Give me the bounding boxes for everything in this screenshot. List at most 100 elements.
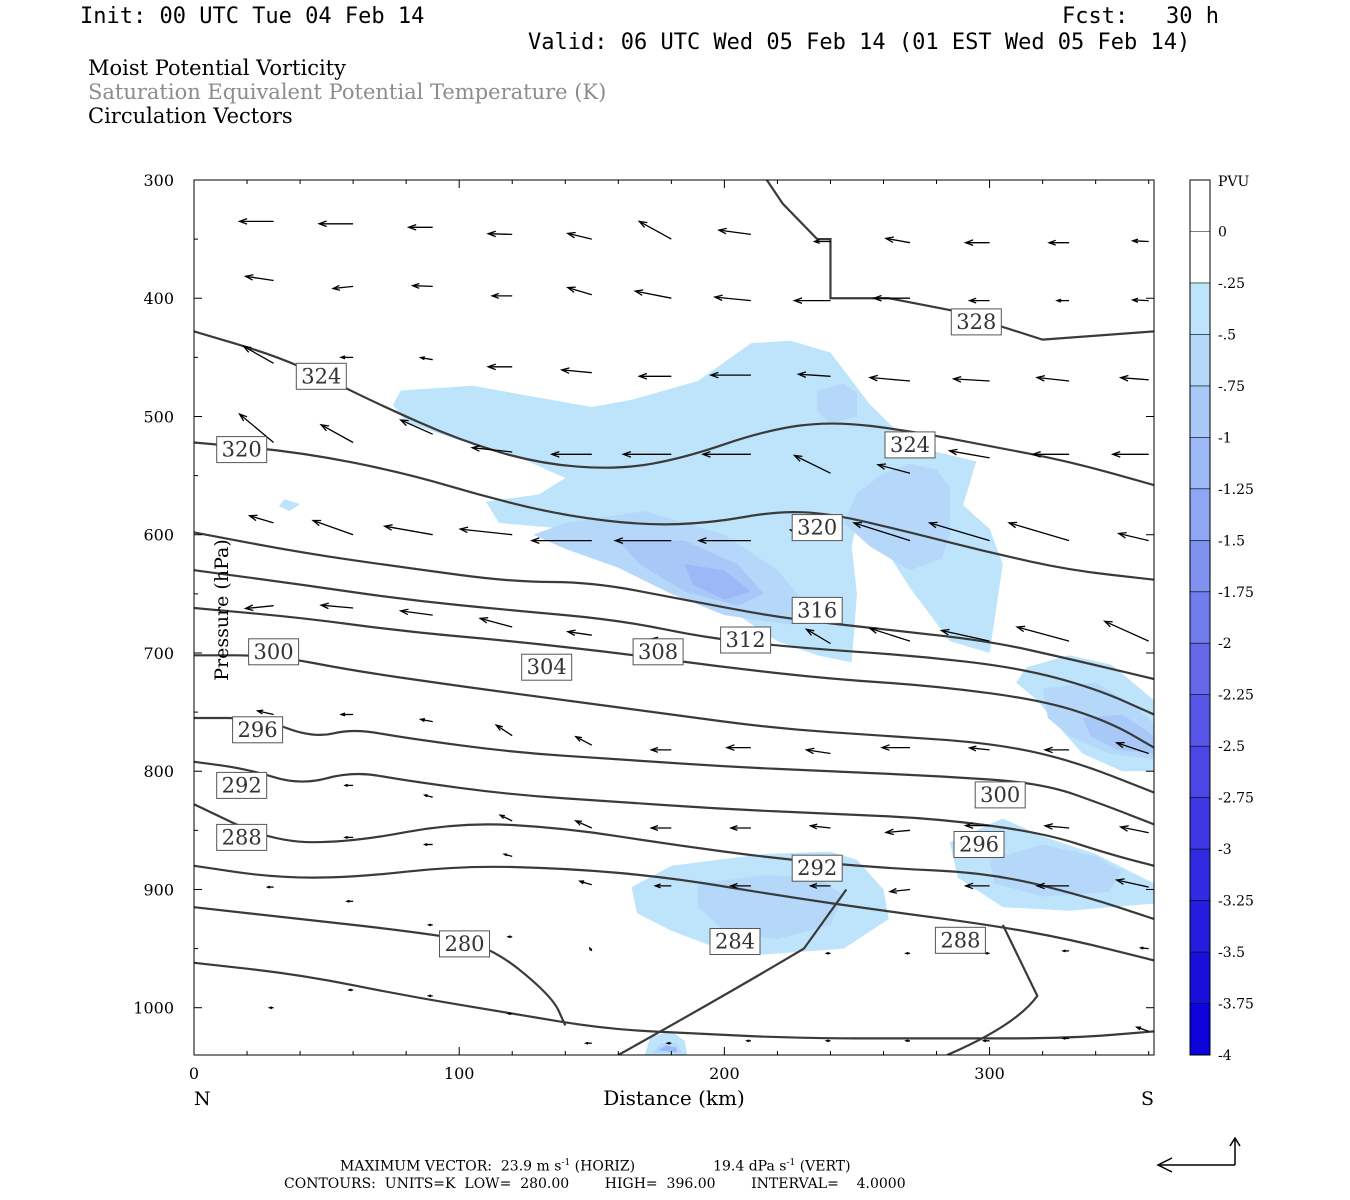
vector-head (382, 524, 393, 531)
contour-label-box (216, 436, 268, 464)
contour-label-text: 300 (980, 783, 1020, 807)
vector-shaft (1132, 240, 1149, 243)
x-axis-title: Distance (km) (603, 1086, 745, 1110)
contour-label-text: 288 (940, 928, 980, 952)
isentrope-line-328 (765, 180, 1154, 341)
vector-head (868, 374, 878, 382)
vector-head (884, 828, 894, 836)
circulation-vector-110 (506, 935, 513, 939)
vector-head (1043, 823, 1054, 830)
contour-label-text: 304 (527, 655, 567, 679)
contour-label-box (295, 362, 347, 390)
circulation-vector-108 (345, 899, 354, 903)
y-tick-label: 400 (143, 289, 174, 308)
vector-shaft (853, 522, 911, 542)
circulation-vector-54 (697, 537, 751, 545)
colorbar-label: -1.75 (1218, 585, 1254, 601)
circulation-vector-114 (983, 951, 990, 955)
vector-head (506, 1012, 511, 1016)
circulation-vector-122 (744, 1039, 751, 1043)
x-tick-label: 0 (189, 1064, 199, 1083)
vector-shaft (810, 825, 831, 829)
vector-head (792, 297, 803, 305)
isentrope-line-5 (194, 654, 1154, 794)
circulation-vector-80 (880, 744, 910, 751)
vector-shaft (472, 447, 513, 453)
vector-head (398, 608, 409, 616)
circulation-vector-68 (868, 627, 911, 642)
contour-label-box (632, 638, 684, 666)
vector-shaft (798, 373, 831, 377)
vector-head (506, 935, 511, 939)
vector-head (1114, 878, 1125, 885)
contour-label-17: 284 (709, 928, 761, 955)
vector-head (633, 289, 644, 296)
circulation-vector-89 (728, 824, 751, 832)
contour-label-box (216, 823, 268, 851)
vector-head (939, 628, 950, 636)
vector-head (478, 617, 489, 624)
vector-head (947, 448, 958, 456)
vector-head (1035, 882, 1045, 890)
vector-head (868, 627, 879, 634)
contour-label-text: 300 (254, 640, 294, 664)
vector-head (398, 419, 409, 427)
circulation-vector-17 (633, 289, 672, 299)
vector-head (728, 824, 738, 832)
circulation-vector-44 (876, 463, 911, 474)
vector-head (872, 294, 882, 302)
circulation-vector-29 (637, 372, 672, 380)
vector-shaft (794, 454, 831, 474)
vector-shaft (384, 525, 433, 536)
vector-head (1047, 239, 1056, 246)
isentrope-line-288 (946, 924, 1039, 1055)
circulation-vector-91 (884, 828, 911, 836)
vector-head (583, 1041, 589, 1045)
vector-shaft (929, 522, 990, 542)
circulation-vector-98 (502, 853, 513, 858)
field-title-pv: Moist Potential Vorticity (88, 56, 346, 80)
circulation-vector-78 (725, 744, 751, 751)
isentrope-line-2 (194, 531, 1154, 681)
vector-head (426, 994, 432, 998)
contour-label-box (232, 716, 284, 744)
vector-head (237, 217, 248, 225)
circulation-vector-73 (339, 712, 354, 717)
vector-head (577, 880, 585, 885)
vector-shaft (1120, 377, 1149, 381)
vector-shaft (1008, 522, 1070, 542)
colorbar-label: -2.5 (1218, 739, 1245, 755)
vector-shaft (969, 747, 990, 751)
circulation-vector-76 (574, 735, 593, 746)
circulation-vector-77 (649, 746, 672, 753)
vector-head (494, 724, 503, 731)
vector-head (1118, 374, 1129, 382)
colorbar-label: -2.25 (1218, 688, 1254, 704)
vector-head (588, 946, 593, 951)
forecast-hour: 30 h (1166, 4, 1219, 29)
colorbar-label: -.25 (1218, 276, 1245, 292)
x-end-south: S (1141, 1088, 1154, 1110)
vector-shaft (460, 528, 513, 536)
circulation-vector-43 (792, 454, 831, 474)
vector-head (963, 822, 974, 830)
vector-head (565, 231, 576, 239)
isentrope-line-10 (194, 906, 567, 1026)
circulation-vector-124 (904, 1039, 910, 1043)
circulation-vector-117 (347, 988, 354, 992)
vector-shaft (243, 345, 274, 364)
contour-label-12: 296 (953, 831, 1005, 858)
vector-shaft (312, 519, 354, 536)
circulation-vector-13 (331, 284, 354, 291)
circulation-vector-20 (872, 294, 910, 302)
vector-head (637, 220, 648, 228)
vector-head (559, 367, 570, 374)
contour-label-box (953, 831, 1005, 858)
vector-head (637, 372, 648, 380)
vector-shaft (257, 710, 274, 716)
vector-head (339, 355, 346, 360)
circulation-vector-37 (319, 423, 354, 444)
vector-shaft (420, 356, 433, 361)
vector-head (808, 823, 818, 830)
circulation-vector-56 (852, 521, 911, 542)
